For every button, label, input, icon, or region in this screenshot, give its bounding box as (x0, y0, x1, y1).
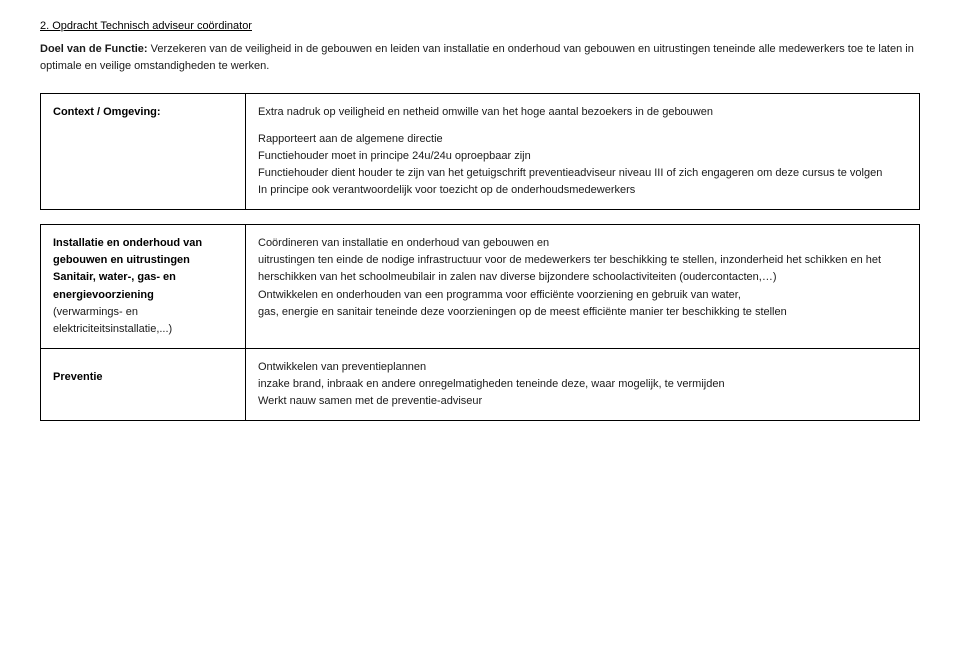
context-line5: In principe ook verantwoordelijk voor to… (258, 182, 907, 199)
sec1-left-c: (verwarmings- en elektriciteitsinstallat… (53, 304, 233, 338)
context-content-cell: Extra nadruk op veiligheid en netheid om… (246, 94, 920, 210)
sec1-right-c: Ontwikkelen en onderhouden van een progr… (258, 287, 907, 304)
context-label-cell: Context / Omgeving: (41, 94, 246, 210)
sections-table: Installatie en onderhoud van gebouwen en… (40, 224, 920, 420)
intro-text: Verzekeren van de veiligheid in de gebou… (40, 43, 914, 72)
context-table: Context / Omgeving: Extra nadruk op veil… (40, 93, 920, 210)
sec2-left: Preventie (53, 369, 233, 386)
sec1-left-a: Installatie en onderhoud van gebouwen en… (53, 235, 233, 269)
sec2-right-b: inzake brand, inbraak en andere onregelm… (258, 376, 907, 393)
intro-label: Doel van de Functie: (40, 43, 151, 55)
sec2-right-cell: Ontwikkelen van preventieplannen inzake … (246, 348, 920, 420)
sec1-right-a: Coördineren van installatie en onderhoud… (258, 235, 907, 252)
context-line3: Functiehouder moet in principe 24u/24u o… (258, 148, 907, 165)
intro-paragraph: Doel van de Functie: Verzekeren van de v… (40, 41, 920, 75)
sec2-right-a: Ontwikkelen van preventieplannen (258, 359, 907, 376)
sec1-left-b: Sanitair, water-, gas- en energievoorzie… (53, 269, 233, 303)
sec1-right-b: uitrustingen ten einde de nodige infrast… (258, 252, 907, 286)
sec1-right-d: gas, energie en sanitair teneinde deze v… (258, 304, 907, 321)
context-line2: Rapporteert aan de algemene directie (258, 131, 907, 148)
sec1-left-cell: Installatie en onderhoud van gebouwen en… (41, 225, 246, 348)
sec2-right-c: Werkt nauw samen met de preventie-advise… (258, 393, 907, 410)
context-line1: Extra nadruk op veiligheid en netheid om… (258, 104, 907, 121)
context-label: Context / Omgeving: (53, 106, 161, 118)
sec1-right-cell: Coördineren van installatie en onderhoud… (246, 225, 920, 348)
sec2-left-cell: Preventie (41, 348, 246, 420)
context-line4: Functiehouder dient houder te zijn van h… (258, 165, 907, 182)
page-title: 2. Opdracht Technisch adviseur coördinat… (40, 18, 920, 35)
